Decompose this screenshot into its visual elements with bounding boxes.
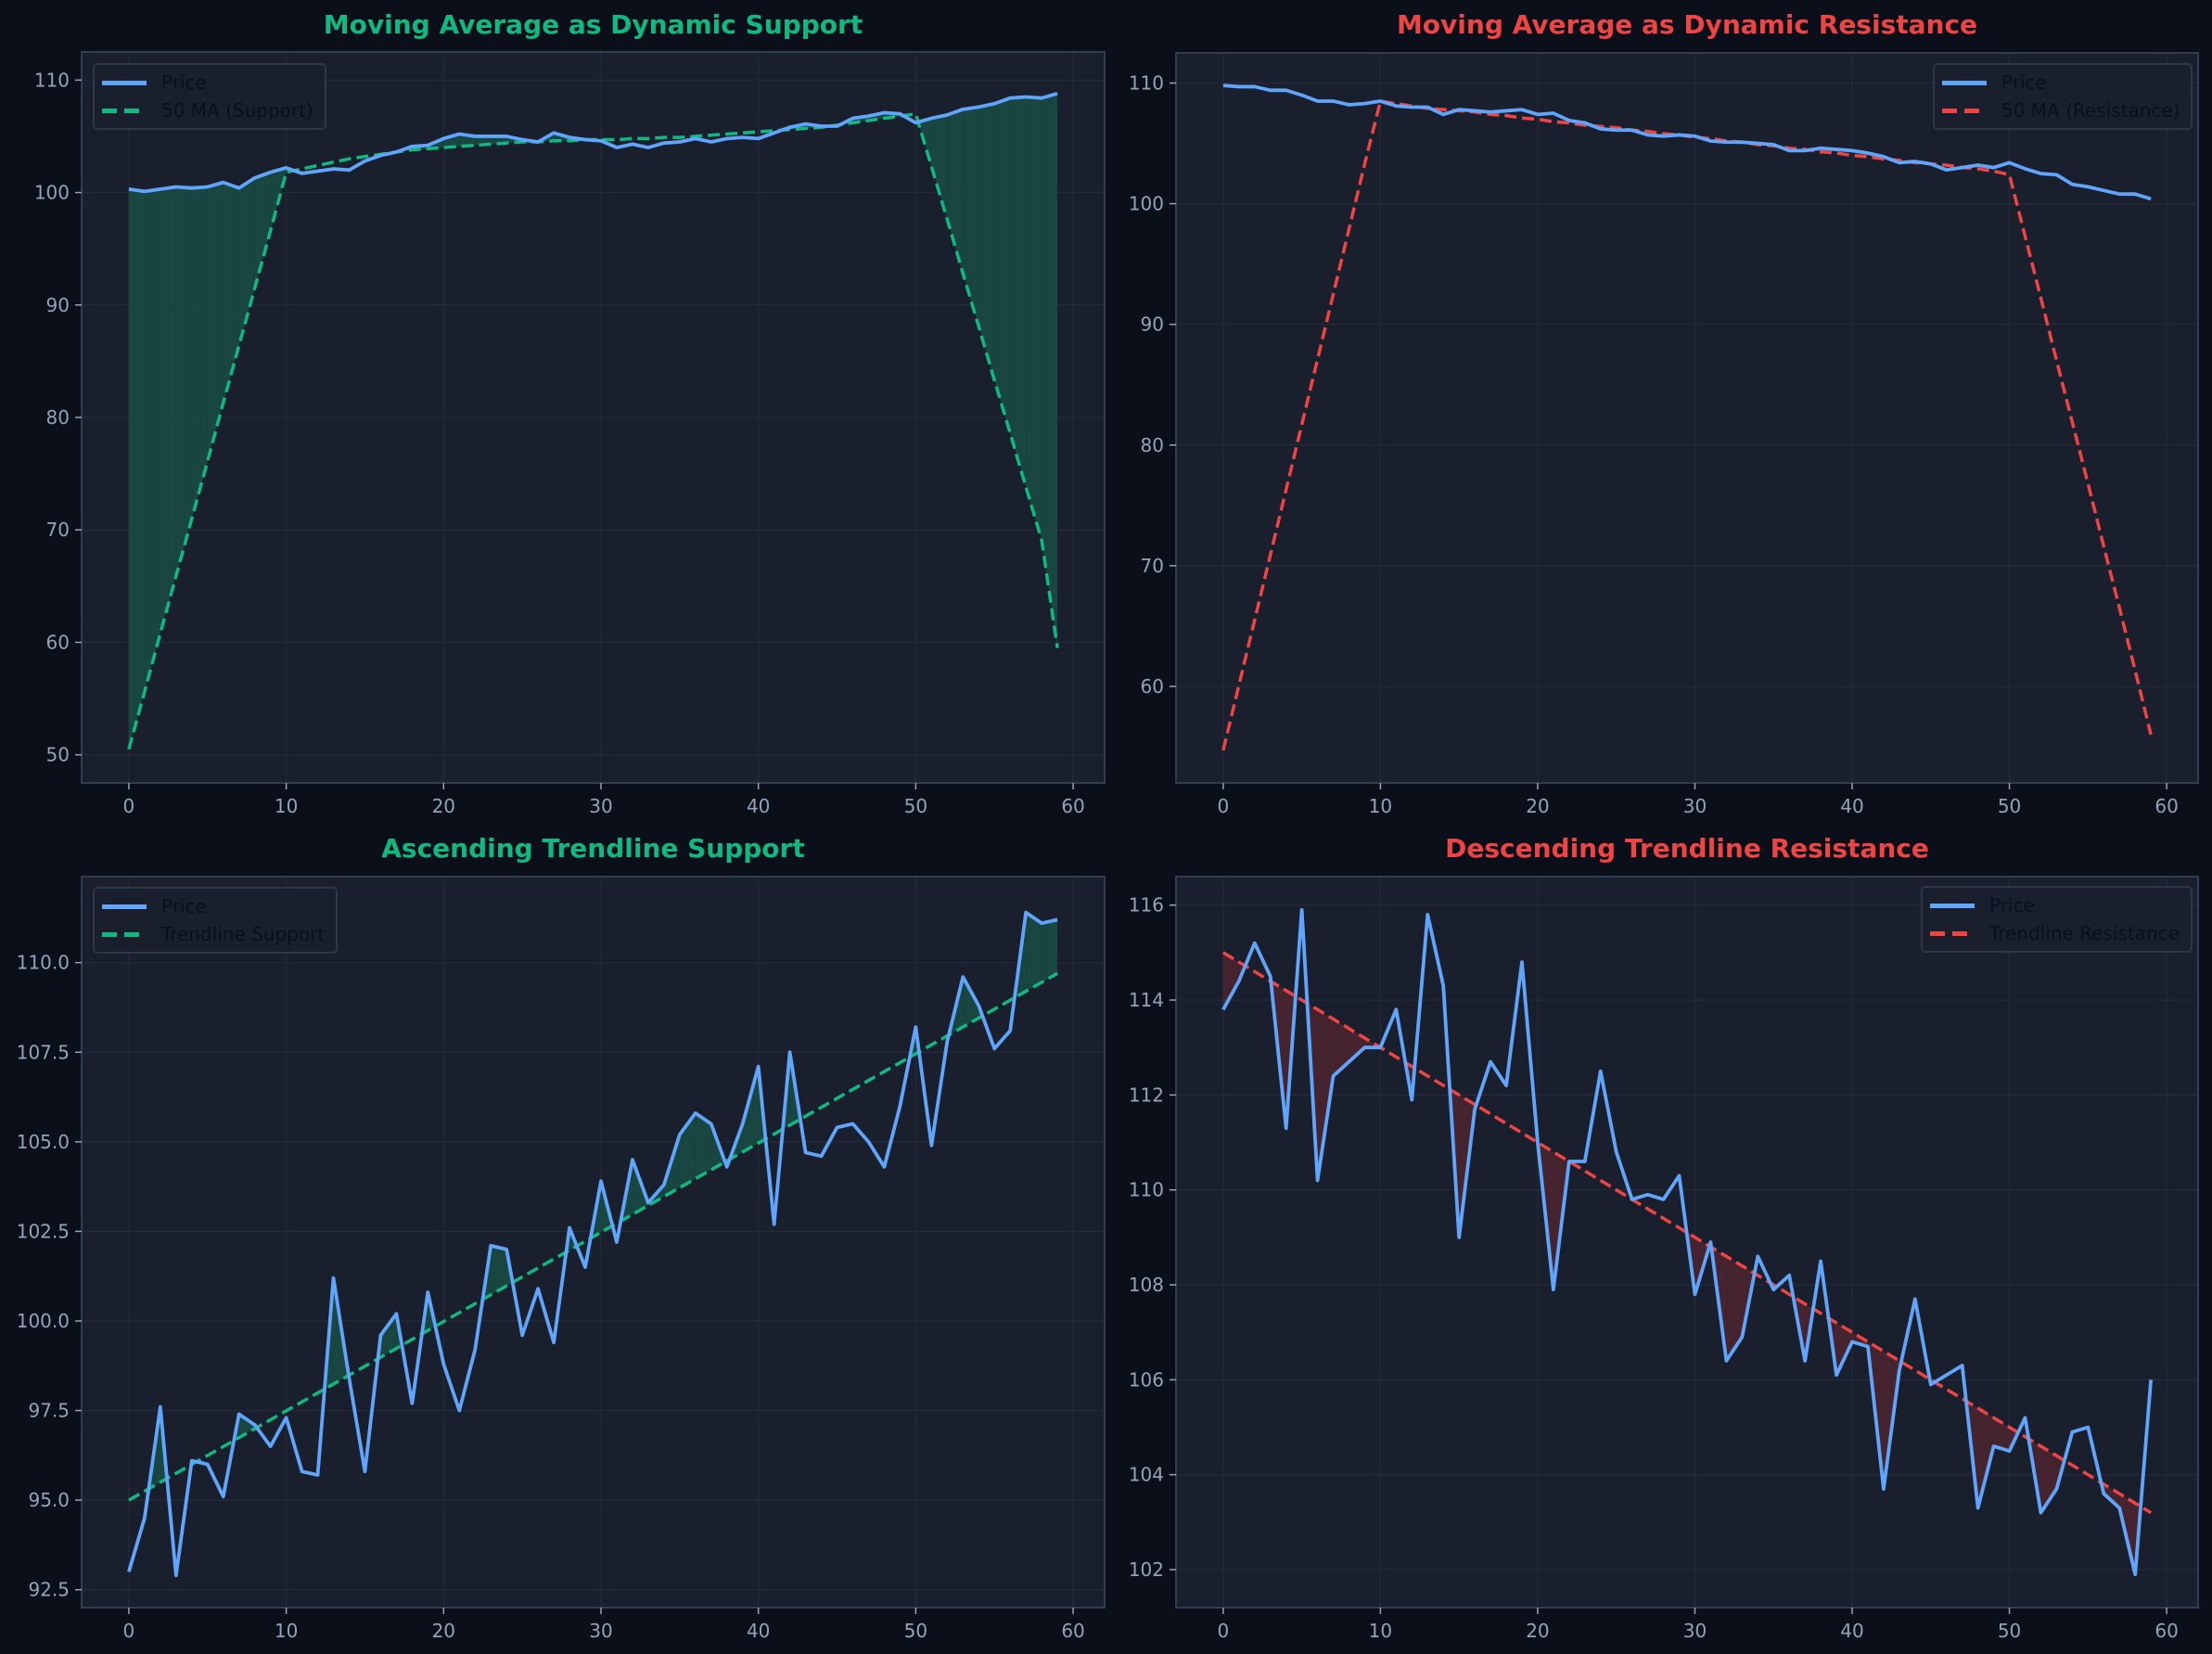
svg-text:110: 110 (1129, 72, 1164, 95)
legend-item-price: Price (102, 69, 313, 96)
legend: Price 50 MA (Support) (93, 63, 326, 130)
solid-line-icon (102, 80, 147, 85)
svg-text:108: 108 (1129, 1274, 1164, 1296)
svg-text:50: 50 (1998, 1620, 2021, 1642)
svg-text:114: 114 (1129, 989, 1164, 1011)
svg-text:70: 70 (1141, 555, 1164, 577)
svg-text:92.5: 92.5 (28, 1579, 70, 1601)
chart-title: Moving Average as Dynamic Support (323, 9, 863, 40)
solid-line-icon (1930, 903, 1975, 908)
svg-text:90: 90 (1141, 314, 1164, 336)
dashed-line-icon (102, 931, 147, 937)
svg-text:30: 30 (589, 795, 612, 817)
svg-text:102.5: 102.5 (17, 1220, 70, 1242)
svg-text:20: 20 (1526, 1620, 1549, 1642)
svg-text:102: 102 (1129, 1558, 1164, 1581)
panel-ma-resistance: Moving Average as Dynamic Resistance 0 10… (0, 0, 2212, 826)
svg-text:30: 30 (1683, 1620, 1707, 1642)
svg-text:60: 60 (1141, 675, 1164, 698)
svg-text:50: 50 (46, 744, 70, 766)
svg-text:30: 30 (1683, 795, 1707, 817)
svg-text:80: 80 (46, 406, 70, 429)
svg-text:20: 20 (432, 1620, 455, 1642)
legend-item-support: 50 MA (Support) (102, 96, 313, 124)
chart-title: Moving Average as Dynamic Resistance (1396, 9, 1978, 40)
panel-trend-support: Ascending Trendline Support 0 10 20 30 40 50 6… (17, 833, 1106, 1642)
svg-text:112: 112 (1129, 1083, 1164, 1106)
legend-item-resistance: 50 MA (Resistance) (1942, 96, 2180, 124)
svg-text:60: 60 (2154, 1620, 2178, 1642)
svg-text:90: 90 (46, 294, 70, 316)
svg-text:10: 10 (1369, 795, 1392, 817)
svg-text:80: 80 (1141, 434, 1164, 456)
svg-text:0: 0 (1217, 1620, 1229, 1642)
legend-item-support: Trendline Support (102, 920, 325, 948)
svg-text:106: 106 (1129, 1368, 1164, 1391)
legend-item-price: Price (102, 892, 325, 920)
svg-text:100: 100 (34, 182, 70, 204)
svg-text:110.0: 110.0 (17, 952, 70, 974)
svg-text:110: 110 (1129, 1179, 1164, 1201)
solid-line-icon (1942, 80, 1987, 85)
svg-text:50: 50 (904, 1620, 927, 1642)
legend: Price 50 MA (Resistance) (1933, 63, 2193, 130)
svg-text:30: 30 (589, 1620, 612, 1642)
svg-text:105.0: 105.0 (17, 1131, 70, 1153)
svg-text:97.5: 97.5 (28, 1400, 70, 1422)
svg-text:110: 110 (34, 69, 70, 91)
svg-text:95.0: 95.0 (28, 1489, 70, 1511)
svg-text:10: 10 (275, 1620, 298, 1642)
svg-text:60: 60 (46, 631, 70, 653)
svg-text:40: 40 (747, 795, 770, 817)
legend-item-price: Price (1930, 891, 2180, 919)
dashed-line-icon (102, 108, 147, 113)
svg-text:0: 0 (1217, 795, 1229, 817)
svg-text:0: 0 (123, 1620, 135, 1642)
chart-title: Descending Trendline Resistance (1445, 833, 1929, 864)
svg-text:40: 40 (747, 1620, 770, 1642)
svg-text:60: 60 (1061, 795, 1084, 817)
dashed-line-icon (1942, 108, 1987, 113)
svg-text:20: 20 (432, 795, 455, 817)
svg-text:20: 20 (1526, 795, 1549, 817)
panel-ma-support: Moving Average as Dynamic Support 0 10 20 3… (0, 0, 1106, 826)
svg-text:100.0: 100.0 (17, 1310, 70, 1332)
plot-area: 0 10 20 30 40 50 60 60 70 80 90 100 110 (1129, 52, 2199, 817)
plot-area: 0 10 20 30 40 50 60 92.5 95.0 97.5 100.0 102.5 105.0… (17, 876, 1106, 1642)
svg-text:50: 50 (1998, 795, 2021, 817)
legend: Price Trendline Support (93, 887, 339, 954)
svg-text:50: 50 (904, 795, 927, 817)
chart-title: Ascending Trendline Support (381, 833, 805, 864)
svg-text:70: 70 (46, 519, 70, 541)
svg-text:116: 116 (1129, 894, 1164, 917)
svg-text:104: 104 (1129, 1464, 1164, 1486)
legend-item-resistance: Trendline Resistance (1930, 919, 2180, 947)
svg-text:0: 0 (123, 795, 135, 817)
svg-text:60: 60 (2154, 795, 2178, 817)
dashed-line-icon (1930, 930, 1975, 936)
svg-text:100: 100 (1129, 193, 1164, 215)
plot-area: 0 10 20 30 40 50 60 50 60 70 80 90 100 110 (34, 51, 1106, 817)
svg-text:60: 60 (1061, 1620, 1084, 1642)
solid-line-icon (102, 904, 147, 909)
svg-text:40: 40 (1840, 795, 1863, 817)
legend-item-price: Price (1942, 69, 2180, 96)
svg-text:10: 10 (275, 795, 298, 817)
legend: Price Trendline Resistance (1921, 886, 2193, 953)
svg-text:10: 10 (1369, 1620, 1392, 1642)
svg-text:107.5: 107.5 (17, 1041, 70, 1063)
svg-text:40: 40 (1840, 1620, 1863, 1642)
